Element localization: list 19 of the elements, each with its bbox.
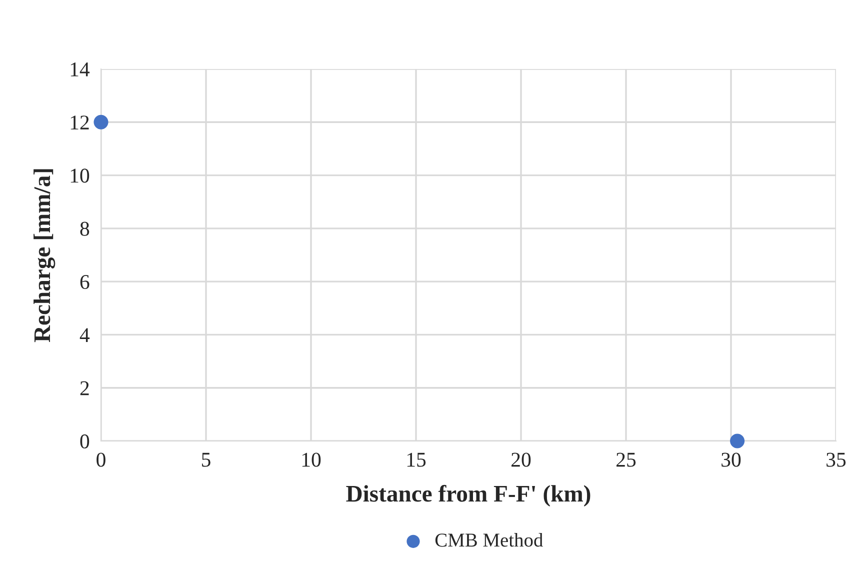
y-tick-label: 10 xyxy=(70,168,90,183)
x-tick-label: 20 xyxy=(512,452,531,467)
x-tick-label: 35 xyxy=(826,452,846,467)
x-tick-label: 15 xyxy=(407,452,426,467)
y-tick-label: 12 xyxy=(70,116,89,130)
y-tick-label: 6 xyxy=(80,275,90,290)
x-tick-label: 0 xyxy=(96,452,106,467)
x-tick-label: 25 xyxy=(616,452,636,467)
y-tick-label: 2 xyxy=(80,381,89,396)
y-axis-title: Recharge [mm/a] xyxy=(34,169,56,342)
x-tick-label: 5 xyxy=(202,452,210,467)
y-tick-label: 8 xyxy=(80,222,90,236)
legend-label: CMB Method xyxy=(435,533,543,547)
x-tick-label: 10 xyxy=(302,452,321,467)
x-tick-label: 30 xyxy=(722,452,741,467)
x-axis-title: Distance from F-F' (km) xyxy=(346,484,590,507)
y-tick-label: 4 xyxy=(80,328,90,342)
y-tick-label: 0 xyxy=(80,434,90,448)
y-tick-label: 14 xyxy=(70,62,90,76)
